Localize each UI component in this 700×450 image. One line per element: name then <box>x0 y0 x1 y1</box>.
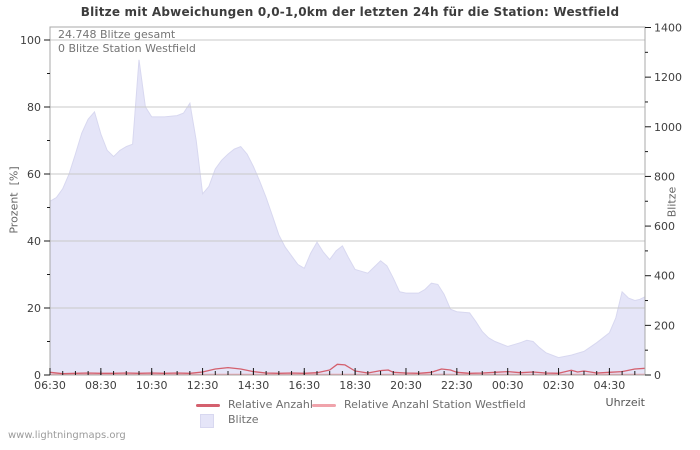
blitze-area-series <box>49 59 646 376</box>
legend-label-station: Relative Anzahl Station Westfield <box>344 398 526 411</box>
x-axis-label: Uhrzeit <box>605 396 645 409</box>
svg-text:200: 200 <box>654 319 675 332</box>
svg-text:10:30: 10:30 <box>136 379 168 392</box>
legend-swatch-station <box>312 404 336 407</box>
svg-text:08:30: 08:30 <box>85 379 117 392</box>
svg-text:20:30: 20:30 <box>390 379 422 392</box>
legend-swatch-blitze <box>200 414 214 428</box>
legend-label-blitze: Blitze <box>228 413 259 426</box>
annotation-station-blitze: 0 Blitze Station Westfield <box>58 42 196 55</box>
svg-text:14:30: 14:30 <box>238 379 270 392</box>
svg-text:18:30: 18:30 <box>339 379 371 392</box>
svg-text:22:30: 22:30 <box>441 379 473 392</box>
axis-tick-labels: 06:30 08:30 10:30 12:30 14:30 16:30 18:30 20:30… <box>20 22 682 393</box>
watermark-link[interactable]: www.lightningmaps.org <box>8 430 126 441</box>
annotation-total-blitze: 24.748 Blitze gesamt <box>58 28 176 41</box>
svg-text:800: 800 <box>654 170 675 183</box>
svg-text:02:30: 02:30 <box>543 379 575 392</box>
svg-text:1400: 1400 <box>654 22 682 35</box>
svg-text:00:30: 00:30 <box>492 379 524 392</box>
svg-text:06:30: 06:30 <box>34 379 66 392</box>
gridlines <box>50 39 645 309</box>
svg-text:60: 60 <box>27 168 41 181</box>
svg-text:20: 20 <box>27 302 41 315</box>
svg-text:0: 0 <box>654 369 661 382</box>
chart-title: Blitze mit Abweichungen 0,0-1,0km der le… <box>80 5 620 19</box>
svg-text:1000: 1000 <box>654 121 682 134</box>
legend-label-relative-anzahl: Relative Anzahl <box>228 398 313 411</box>
y-axis-label-right: Blitze <box>665 186 679 218</box>
svg-text:40: 40 <box>27 235 41 248</box>
svg-text:12:30: 12:30 <box>187 379 219 392</box>
svg-text:600: 600 <box>654 220 675 233</box>
svg-text:16:30: 16:30 <box>288 379 320 392</box>
svg-text:100: 100 <box>20 34 41 47</box>
svg-text:80: 80 <box>27 101 41 114</box>
svg-text:0: 0 <box>34 369 41 382</box>
svg-text:1200: 1200 <box>654 71 682 84</box>
y-axis-label-left: Prozent [%] <box>7 166 21 234</box>
relative-anzahl-line <box>49 363 646 375</box>
legend-swatch-relative-anzahl <box>196 404 220 407</box>
svg-text:400: 400 <box>654 270 675 283</box>
svg-text:04:30: 04:30 <box>594 379 626 392</box>
axis-ticks <box>44 27 651 376</box>
